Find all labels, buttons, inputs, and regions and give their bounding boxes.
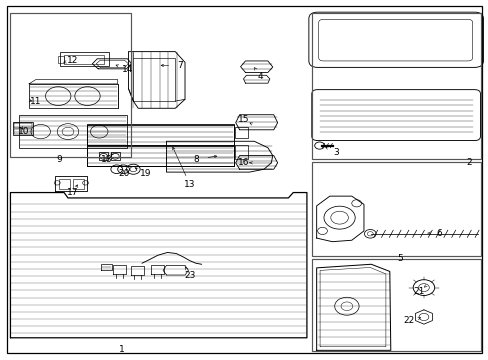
Text: 14: 14 xyxy=(122,65,133,74)
Text: 1: 1 xyxy=(119,345,124,354)
Bar xyxy=(59,179,70,189)
Text: 9: 9 xyxy=(56,155,62,164)
Bar xyxy=(99,152,108,160)
Bar xyxy=(311,13,481,159)
Bar xyxy=(311,259,481,351)
Bar xyxy=(29,84,118,108)
Bar xyxy=(58,56,64,63)
Text: 6: 6 xyxy=(436,229,442,238)
Bar xyxy=(234,145,248,159)
Bar xyxy=(14,123,32,129)
Text: 10: 10 xyxy=(19,127,30,136)
Text: 23: 23 xyxy=(184,270,195,279)
Text: 18: 18 xyxy=(101,155,113,164)
Bar xyxy=(64,55,104,64)
Text: 7: 7 xyxy=(177,62,183,71)
Text: 5: 5 xyxy=(397,254,403,263)
Bar xyxy=(87,145,233,166)
Text: 11: 11 xyxy=(30,97,41,106)
Text: 17: 17 xyxy=(67,188,79,197)
Bar xyxy=(19,116,127,148)
Bar xyxy=(73,179,83,189)
Text: 22: 22 xyxy=(403,316,414,325)
Text: 20: 20 xyxy=(118,169,129,178)
Text: 15: 15 xyxy=(237,115,249,124)
Text: 19: 19 xyxy=(140,169,151,178)
Bar xyxy=(10,13,131,157)
Text: 4: 4 xyxy=(257,72,263,81)
Text: 16: 16 xyxy=(237,158,249,167)
Text: 2: 2 xyxy=(465,158,470,167)
Text: 8: 8 xyxy=(193,155,199,164)
Bar xyxy=(87,125,233,145)
Bar xyxy=(311,162,481,256)
Text: 13: 13 xyxy=(184,180,195,189)
Text: 12: 12 xyxy=(67,57,79,66)
Bar xyxy=(14,129,32,134)
Bar xyxy=(13,122,33,135)
Bar xyxy=(234,127,248,138)
Text: 21: 21 xyxy=(412,287,424,296)
Bar xyxy=(111,152,120,160)
Text: 3: 3 xyxy=(333,148,338,157)
Bar xyxy=(60,52,109,66)
